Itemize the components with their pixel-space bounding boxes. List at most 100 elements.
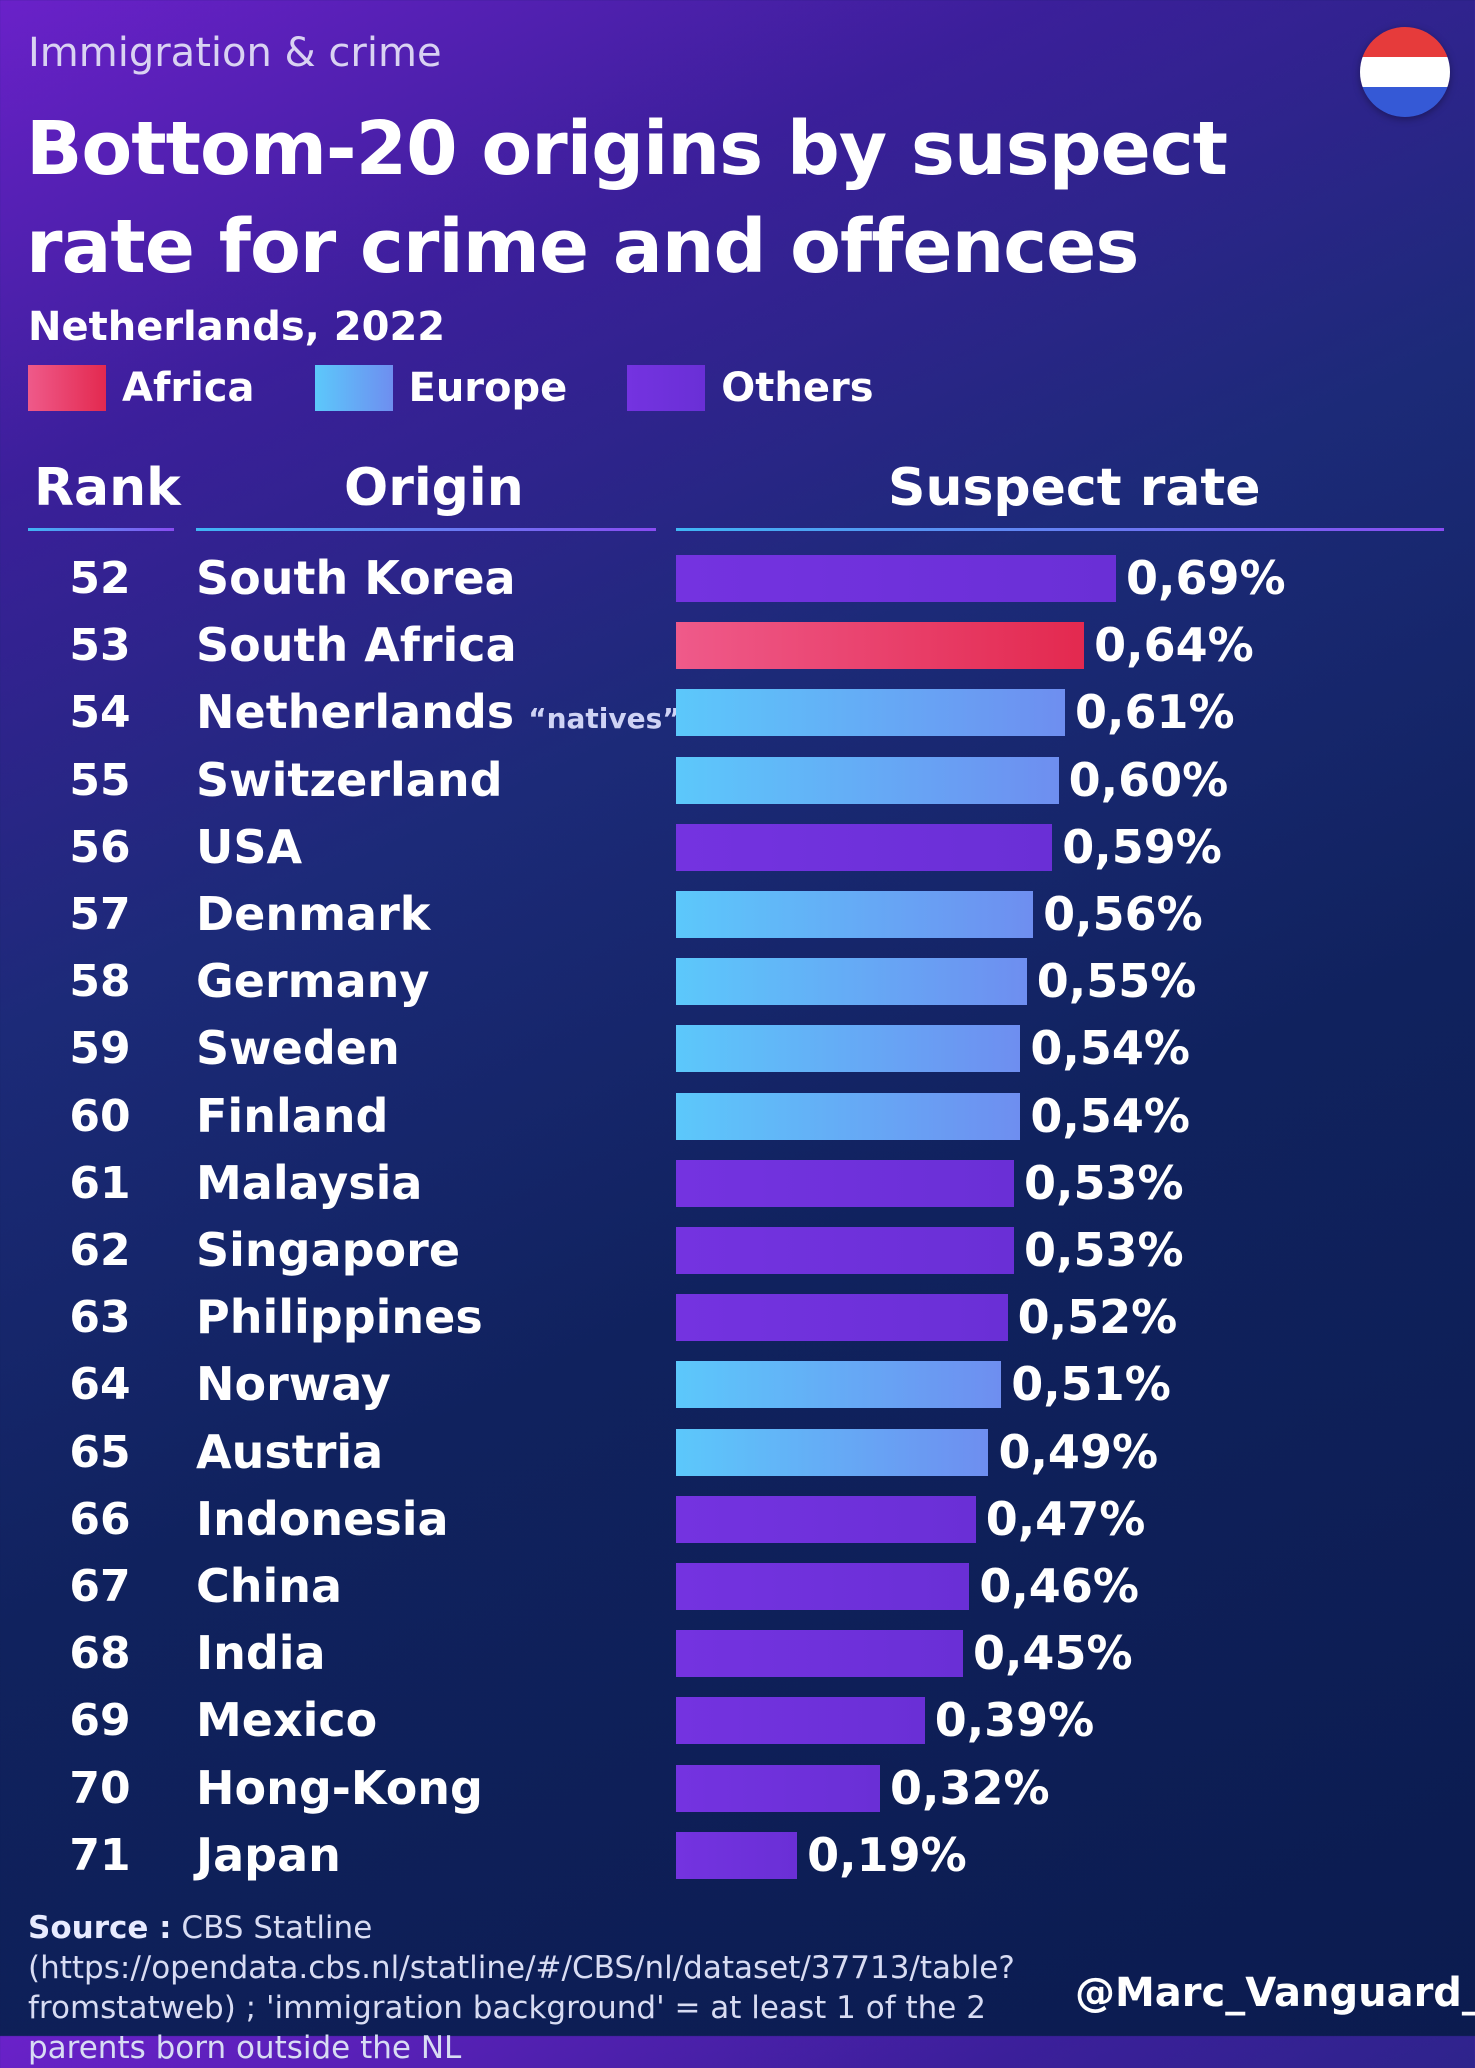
- rank-label: 55: [28, 747, 172, 814]
- table-row: 69 Mexico 0,39%: [0, 1687, 1475, 1754]
- data-label: 0,51%: [1011, 1351, 1171, 1418]
- table-row: 55 Switzerland 0,60%: [0, 747, 1475, 814]
- data-label: 0,53%: [1024, 1150, 1184, 1217]
- rank-label: 63: [28, 1284, 172, 1351]
- bar: [676, 1563, 969, 1610]
- origin-label: Denmark: [196, 881, 430, 948]
- table-row: 59 Sweden 0,54%: [0, 1015, 1475, 1082]
- data-label: 0,54%: [1030, 1083, 1190, 1150]
- table-row: 64 Norway 0,51%: [0, 1351, 1475, 1418]
- data-label: 0,56%: [1043, 881, 1203, 948]
- origin-label: Japan: [196, 1822, 341, 1889]
- rank-label: 67: [28, 1553, 172, 1620]
- rank-label: 68: [28, 1620, 172, 1687]
- rank-label: 64: [28, 1351, 172, 1418]
- source-text: CBS Statline (https://opendata.cbs.nl/st…: [28, 1910, 1015, 2066]
- chart-title: Bottom-20 origins by suspect rate for cr…: [26, 100, 1406, 296]
- table-row: 58 Germany 0,55%: [0, 948, 1475, 1015]
- origin-label: USA: [196, 814, 302, 881]
- column-header-rank: Rank: [34, 458, 181, 518]
- rank-label: 71: [28, 1822, 172, 1889]
- rank-label: 52: [28, 545, 172, 612]
- rank-label: 65: [28, 1419, 172, 1486]
- rank-label: 56: [28, 814, 172, 881]
- bar: [676, 1025, 1020, 1072]
- data-label: 0,54%: [1030, 1015, 1190, 1082]
- legend-item-others: Others: [627, 365, 873, 411]
- origin-label: India: [196, 1620, 326, 1687]
- bar: [676, 622, 1084, 669]
- column-header-origin: Origin: [344, 458, 524, 518]
- bar: [676, 1093, 1020, 1140]
- rank-label: 60: [28, 1083, 172, 1150]
- table-row: 67 China 0,46%: [0, 1553, 1475, 1620]
- bar: [676, 1697, 925, 1744]
- column-divider-origin: [196, 528, 656, 531]
- data-label: 0,53%: [1024, 1217, 1184, 1284]
- origin-note: “natives”: [528, 702, 681, 735]
- bar: [676, 555, 1116, 602]
- legend-swatch-europe: [315, 365, 393, 411]
- origin-label: Philippines: [196, 1284, 483, 1351]
- legend: Africa Europe Others: [28, 365, 934, 411]
- bar: [676, 1361, 1001, 1408]
- data-label: 0,19%: [807, 1822, 967, 1889]
- column-divider-rank: [28, 528, 174, 531]
- bar: [676, 1429, 988, 1476]
- table-row: 57 Denmark 0,56%: [0, 881, 1475, 948]
- table-row: 66 Indonesia 0,47%: [0, 1486, 1475, 1553]
- author-handle: @Marc_Vanguard_i: [1075, 1970, 1475, 2016]
- origin-label: Mexico: [196, 1687, 377, 1754]
- rank-label: 57: [28, 881, 172, 948]
- column-header-rate: Suspect rate: [888, 458, 1261, 518]
- origin-label: Indonesia: [196, 1486, 449, 1553]
- table-row: 70 Hong-Kong 0,32%: [0, 1755, 1475, 1822]
- data-label: 0,47%: [986, 1486, 1146, 1553]
- netherlands-flag-icon: [1360, 27, 1450, 117]
- rank-label: 62: [28, 1217, 172, 1284]
- rank-label: 66: [28, 1486, 172, 1553]
- legend-swatch-others: [627, 365, 705, 411]
- origin-label: Singapore: [196, 1217, 460, 1284]
- bar: [676, 1227, 1014, 1274]
- origin-label: China: [196, 1553, 342, 1620]
- legend-item-africa: Africa: [28, 365, 255, 411]
- origin-label: South Africa: [196, 612, 517, 679]
- origin-label: Malaysia: [196, 1150, 422, 1217]
- rank-label: 70: [28, 1755, 172, 1822]
- table-row: 53 South Africa 0,64%: [0, 612, 1475, 679]
- data-label: 0,61%: [1075, 679, 1235, 746]
- origin-label: Switzerland: [196, 747, 503, 814]
- origin-label: Germany: [196, 948, 429, 1015]
- bar: [676, 1832, 797, 1879]
- data-label: 0,64%: [1094, 612, 1254, 679]
- data-label: 0,55%: [1037, 948, 1197, 1015]
- rank-label: 69: [28, 1687, 172, 1754]
- bar: [676, 1496, 976, 1543]
- rank-label: 59: [28, 1015, 172, 1082]
- table-row: 68 India 0,45%: [0, 1620, 1475, 1687]
- rank-label: 61: [28, 1150, 172, 1217]
- rank-label: 53: [28, 612, 172, 679]
- table-row: 54 Netherlands “natives” 0,61%: [0, 679, 1475, 746]
- origin-label: Finland: [196, 1083, 388, 1150]
- kicker: Immigration & crime: [28, 30, 442, 76]
- origin-label: Norway: [196, 1351, 391, 1418]
- chart-subtitle: Netherlands, 2022: [28, 304, 445, 350]
- bar: [676, 824, 1052, 871]
- source-note: Source : CBS Statline (https://opendata.…: [28, 1908, 1028, 2068]
- table-row: 56 USA 0,59%: [0, 814, 1475, 881]
- origin-label: Sweden: [196, 1015, 400, 1082]
- rank-label: 54: [28, 679, 172, 746]
- bar: [676, 1160, 1014, 1207]
- table-row: 63 Philippines 0,52%: [0, 1284, 1475, 1351]
- legend-label: Europe: [409, 365, 568, 411]
- bar: [676, 1630, 963, 1677]
- bar: [676, 891, 1033, 938]
- bar: [676, 689, 1065, 736]
- origin-label: Hong-Kong: [196, 1755, 483, 1822]
- legend-label: Others: [721, 365, 873, 411]
- legend-swatch-africa: [28, 365, 106, 411]
- data-label: 0,32%: [890, 1755, 1050, 1822]
- origin-label: South Korea: [196, 545, 516, 612]
